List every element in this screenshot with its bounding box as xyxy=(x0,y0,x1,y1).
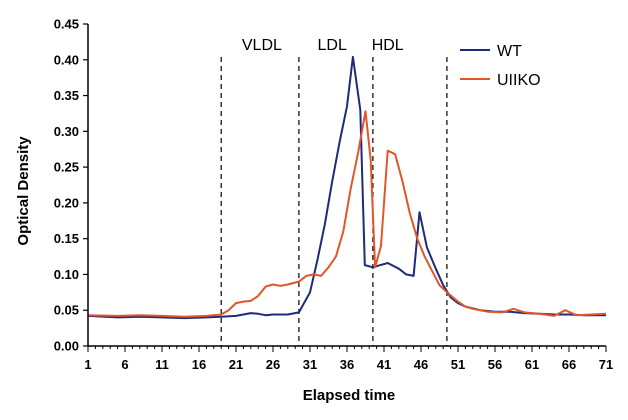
x-tick-label: 16 xyxy=(192,357,206,372)
region-label-hdl: HDL xyxy=(372,37,404,54)
x-tick-label: 6 xyxy=(121,357,128,372)
x-tick-label: 46 xyxy=(414,357,428,372)
region-label-vldl: VLDL xyxy=(242,37,282,54)
y-axis-title: Optical Density xyxy=(15,136,32,246)
x-tick-label: 26 xyxy=(266,357,280,372)
y-tick-label: 0.35 xyxy=(54,88,79,103)
x-tick-label: 21 xyxy=(229,357,243,372)
legend-label-uiiko: UIIKO xyxy=(497,72,541,89)
x-tick-label: 61 xyxy=(525,357,539,372)
region-label-ldl: LDL xyxy=(318,37,347,54)
y-tick-label: 0.20 xyxy=(54,195,79,210)
x-tick-label: 1 xyxy=(84,357,91,372)
y-tick-label: 0.40 xyxy=(54,52,79,67)
x-tick-label: 11 xyxy=(155,357,169,372)
x-tick-label: 56 xyxy=(488,357,502,372)
x-tick-label: 71 xyxy=(599,357,613,372)
x-tick-label: 66 xyxy=(562,357,576,372)
y-tick-label: 0.15 xyxy=(54,231,79,246)
y-tick-label: 0.30 xyxy=(54,124,79,139)
x-tick-label: 31 xyxy=(303,357,317,372)
x-tick-label: 41 xyxy=(377,357,391,372)
x-tick-label: 36 xyxy=(340,357,354,372)
x-axis-title: Elapsed time xyxy=(303,387,396,404)
series-line-uiiko xyxy=(87,110,607,318)
series-line-wt xyxy=(87,55,606,320)
y-tick-label: 0.00 xyxy=(54,339,79,354)
y-tick-label: 0.25 xyxy=(54,160,79,175)
y-tick-label: 0.45 xyxy=(54,17,79,32)
x-tick-label: 51 xyxy=(451,357,465,372)
y-tick-label: 0.10 xyxy=(54,267,79,282)
y-tick-label: 0.05 xyxy=(54,303,79,318)
legend-label-wt: WT xyxy=(497,43,522,60)
